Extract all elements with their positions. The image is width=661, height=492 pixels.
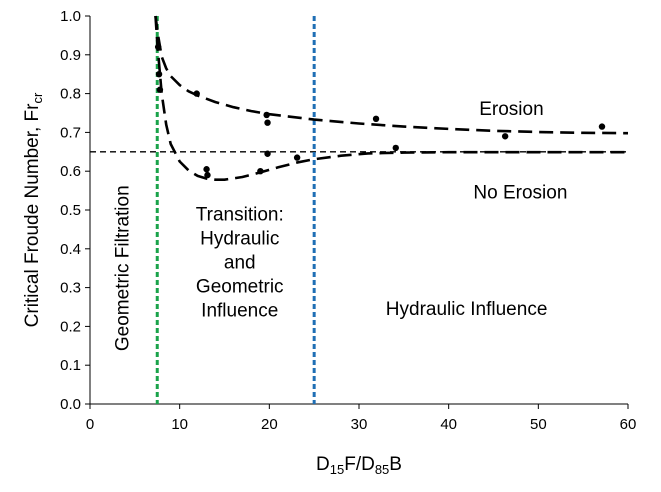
y-axis-title-part: Critical Froude Number, Fr: [22, 103, 43, 328]
plot-area: 0.0 0.1 0.2 0.3 0.4 0.5 0.6 0.7 0.8 0.9 1.0 0 10 20 30…: [60, 8, 636, 433]
region-label-line: Transition:: [196, 204, 284, 225]
x-tick-label: 0: [86, 416, 94, 433]
y-axis-title: Critical Froude Number, Frcr: [22, 92, 45, 327]
x-tick-label: 50: [530, 416, 547, 433]
data-point: [203, 166, 210, 173]
y-tick-label: 0.7: [60, 124, 81, 141]
y-tick-label: 0.8: [60, 86, 81, 103]
y-tick-label: 0.0: [60, 396, 81, 413]
region-label-line: No Erosion: [473, 183, 567, 204]
data-point: [264, 150, 271, 157]
data-point: [264, 119, 271, 126]
region-label-line: Geometric Filtration: [112, 185, 133, 351]
region-label: Hydraulic Influence: [386, 299, 548, 320]
upper-fit-curve: [154, 15, 629, 135]
x-axis-title: D15F/D85B: [316, 454, 402, 477]
y-tick-label: 0.2: [60, 318, 81, 335]
x-axis-title-subscript: 85: [375, 462, 389, 477]
region-label-line: Hydraulic Influence: [386, 299, 548, 320]
x-axis-title-part: B: [389, 454, 402, 475]
x-tick-label: 60: [620, 416, 637, 433]
data-point: [204, 171, 211, 179]
data-point: [154, 43, 162, 51]
y-tick-label: 1.0: [60, 8, 81, 25]
x-tick-label: 40: [440, 416, 457, 433]
data-point: [293, 154, 301, 161]
data-point: [501, 133, 509, 140]
y-tick-label: 0.9: [60, 47, 81, 64]
y-axis-title-subscript: cr: [30, 92, 45, 104]
y-tick-label: 0.3: [60, 280, 81, 297]
region-label-line: Geometric: [196, 276, 284, 297]
region-label-line: Erosion: [479, 99, 543, 120]
data-point: [372, 115, 380, 123]
data-point: [257, 168, 264, 175]
region-label-line: Hydraulic: [200, 228, 279, 249]
y-tick-label: 0.5: [60, 202, 81, 219]
region-label: Erosion: [479, 99, 543, 120]
data-point: [155, 71, 163, 78]
x-axis-title-subscript: 15: [330, 462, 344, 477]
y-tick-label: 0.4: [60, 241, 81, 258]
data-point: [263, 111, 270, 119]
data-point: [392, 144, 399, 152]
x-axis-title-part: D: [316, 454, 330, 475]
y-tick-label: 0.1: [60, 357, 81, 374]
y-tick-label: 0.6: [60, 163, 81, 180]
region-label-line: and: [224, 252, 256, 273]
x-tick-label: 10: [171, 416, 188, 433]
region-label-line: Influence: [201, 300, 278, 321]
region-label: Geometric Filtration: [112, 185, 133, 351]
x-tick-label: 30: [351, 416, 368, 433]
data-point: [598, 123, 606, 130]
region-label: No Erosion: [473, 183, 567, 204]
data-point: [193, 90, 200, 97]
data-point: [156, 86, 164, 93]
lower-fit-curve: [154, 15, 628, 181]
x-axis-title-part: F/D: [344, 454, 375, 475]
region-label: Transition: Hydraulic and Geometric Influenc…: [196, 204, 284, 321]
x-tick-label: 20: [261, 416, 278, 433]
